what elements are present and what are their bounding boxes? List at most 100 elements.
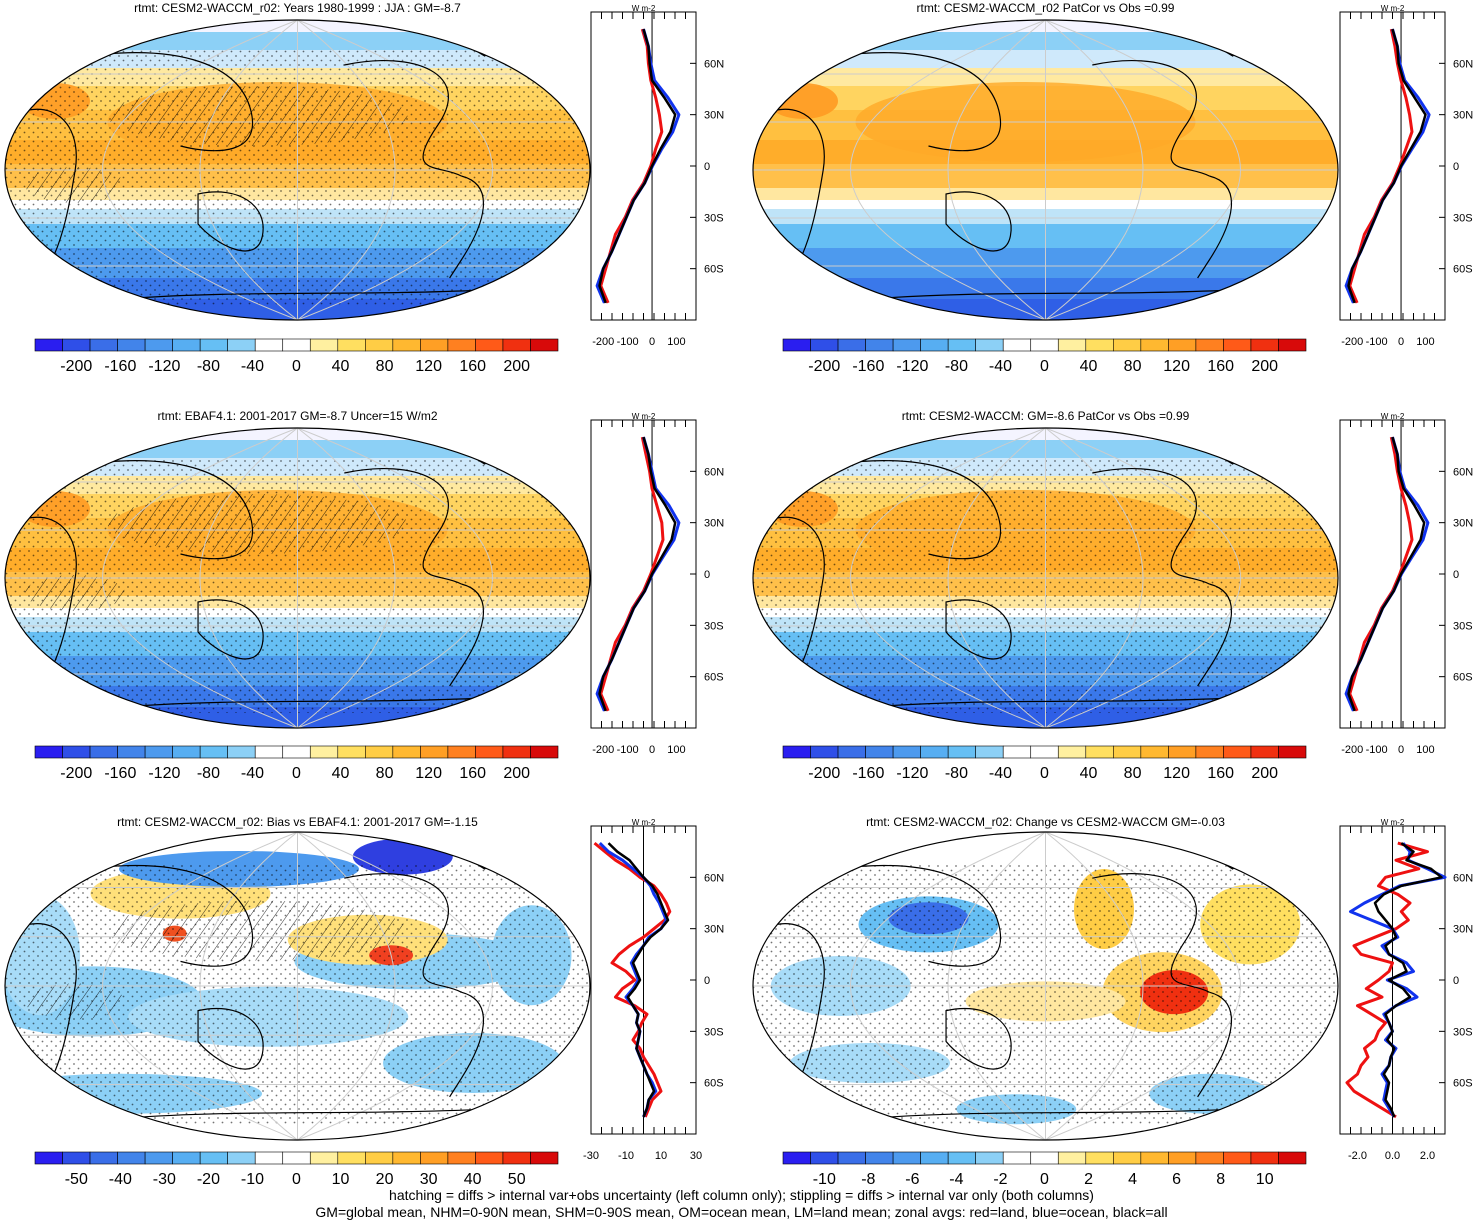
map-outline xyxy=(752,427,1339,729)
zonal-x-label: 100 xyxy=(667,744,685,756)
colorbar-swatch xyxy=(1085,745,1114,759)
zonal-lat-label: 0 xyxy=(1453,161,1459,173)
colorbar-tick-label: 80 xyxy=(1124,358,1142,375)
zonal-line-all xyxy=(1347,436,1426,712)
zonal-lat-label: 30N xyxy=(704,924,724,936)
colorbar-swatch xyxy=(1002,338,1032,352)
zonal-line-all xyxy=(1373,842,1443,1118)
zonal-x-label: -200 xyxy=(592,744,614,756)
north-america-coast xyxy=(1092,873,1210,993)
australia-coast xyxy=(197,191,264,252)
eurasia-coast xyxy=(834,460,1002,560)
colorbar-swatch xyxy=(337,1151,366,1165)
south-america-coast xyxy=(1197,175,1233,279)
zonal-lat-label: 60N xyxy=(704,58,724,70)
zonal-lat-label: 30S xyxy=(1453,1026,1473,1038)
eurasia-coast xyxy=(834,52,1002,152)
graticule xyxy=(5,20,590,320)
map-panel-6: rtmt: CESM2-WACCM_r02: Change vs CESM2-W… xyxy=(752,815,1339,1141)
colorbar-tick-label: -20 xyxy=(197,1171,220,1188)
colorbar-swatch xyxy=(1195,1151,1224,1165)
zonal-lat-label: 60S xyxy=(704,264,724,276)
zonal-frame xyxy=(590,11,697,321)
colorbar-swatch xyxy=(420,338,449,352)
colorbar-tick-label: 40 xyxy=(464,1171,482,1188)
colorbar-swatch xyxy=(502,745,531,759)
colorbar-tick-label: 120 xyxy=(1163,358,1190,375)
zonal-panel-5: W m-2 60N 30N 0 30S 60S -30 -10 10 30 xyxy=(583,818,724,1162)
map-panel-5: rtmt: CESM2-WACCM_r02: Bias vs EBAF4.1: … xyxy=(4,815,591,1141)
graticule xyxy=(5,832,590,1140)
zonal-unit: W m-2 xyxy=(1381,818,1405,827)
zonal-lat-label: 30N xyxy=(704,518,724,530)
colorbar-swatch xyxy=(502,338,531,352)
zonal-lat-label: 60N xyxy=(1453,58,1473,70)
colorbar-tick-label: 10 xyxy=(1256,1171,1274,1188)
colorbar-tick-label: 0 xyxy=(292,1171,301,1188)
colorbar-2: -200 -160 -120 -80 -40 0 40 80 120 160 200 xyxy=(782,338,1307,375)
colorbar-tick-label: 40 xyxy=(332,358,350,375)
zonal-frame xyxy=(590,419,697,729)
graticule xyxy=(5,428,590,728)
zonal-line-ocean xyxy=(595,436,681,712)
colorbar-swatch xyxy=(920,338,949,352)
zonal-lat-label: 30S xyxy=(704,620,724,632)
zonal-x-label: 30 xyxy=(690,1150,702,1162)
zonal-x-label: -2.0 xyxy=(1348,1150,1367,1162)
colorbar-swatch xyxy=(1002,1151,1032,1165)
zonal-unit: W m-2 xyxy=(632,412,656,421)
colorbar-tick-label: 0 xyxy=(292,358,301,375)
colorbar-tick-label: 80 xyxy=(376,765,394,782)
colorbar-tick-label: 200 xyxy=(1251,358,1278,375)
zonal-unit: W m-2 xyxy=(632,818,656,827)
colorbar-swatch xyxy=(172,1151,201,1165)
colorbar-tick-label: 160 xyxy=(459,765,486,782)
colorbar-tick-label: -40 xyxy=(989,765,1012,782)
colorbar-swatch xyxy=(282,1151,311,1165)
colorbar-tick-label: -80 xyxy=(945,765,968,782)
colorbar-tick-label: -8 xyxy=(861,1171,875,1188)
panel-title: rtmt: CESM2-WACCM_r02 PatCor vs Obs =0.9… xyxy=(917,1,1175,15)
colorbar-tick-label: -40 xyxy=(241,765,264,782)
zonal-lat-label: 30S xyxy=(704,212,724,224)
hatch-overlay xyxy=(25,167,125,203)
zonal-line-all xyxy=(598,436,677,712)
antarctica-coast xyxy=(869,697,1233,708)
colorbar-swatch xyxy=(254,745,284,759)
colorbar-tick-label: 160 xyxy=(1207,765,1234,782)
antarctica-coast xyxy=(869,289,1233,300)
colorbar-tick-label: -200 xyxy=(60,765,92,782)
colorbar-swatch xyxy=(475,745,504,759)
zonal-lat-label: 60N xyxy=(1453,872,1473,884)
hatch-overlay xyxy=(107,86,408,146)
zonal-lat-label: 60S xyxy=(1453,264,1473,276)
eurasia-coast xyxy=(86,460,254,560)
colorbar-swatch xyxy=(892,745,921,759)
colorbar-tick-label: -160 xyxy=(104,765,136,782)
colorbar-tick-label: -200 xyxy=(808,765,840,782)
graticule xyxy=(753,832,1338,1140)
colorbar-tick-label: 50 xyxy=(508,1171,526,1188)
footer-line-2: GM=global mean, NHM=0-90N mean, SHM=0-90… xyxy=(315,1204,1168,1220)
zonal-unit: W m-2 xyxy=(632,4,656,13)
colorbar-swatch xyxy=(530,745,559,759)
zonal-x-label: 10 xyxy=(655,1150,667,1162)
colorbar-swatch xyxy=(837,1151,866,1165)
map-panel-1: rtmt: CESM2-WACCM_r02: Years 1980-1999 :… xyxy=(4,1,591,321)
zonal-lat-label: 30S xyxy=(1453,212,1473,224)
colorbar-tick-label: 160 xyxy=(459,358,486,375)
colorbar-swatch xyxy=(227,1151,256,1165)
panel-title: rtmt: CESM2-WACCM_r02: Bias vs EBAF4.1: … xyxy=(117,815,478,829)
zonal-panel-3: W m-2 60N 30N 0 30S 60S -200 -100 0 100 xyxy=(590,412,724,756)
colorbar-tick-label: 20 xyxy=(376,1171,394,1188)
colorbar-tick-label: -200 xyxy=(808,358,840,375)
africa-coast xyxy=(776,516,825,669)
colorbar-swatch xyxy=(1140,1151,1169,1165)
zonal-x-label: -200 xyxy=(1341,336,1363,348)
colorbar-1: -200 -160 -120 -80 -40 0 40 80 120 160 200 xyxy=(34,338,559,375)
colorbar-tick-label: 4 xyxy=(1128,1171,1137,1188)
colorbar-swatch xyxy=(920,1151,949,1165)
colorbar-tick-label: 0 xyxy=(1040,765,1049,782)
colorbar-swatch xyxy=(172,745,201,759)
zonal-x-label: 0 xyxy=(1398,744,1404,756)
